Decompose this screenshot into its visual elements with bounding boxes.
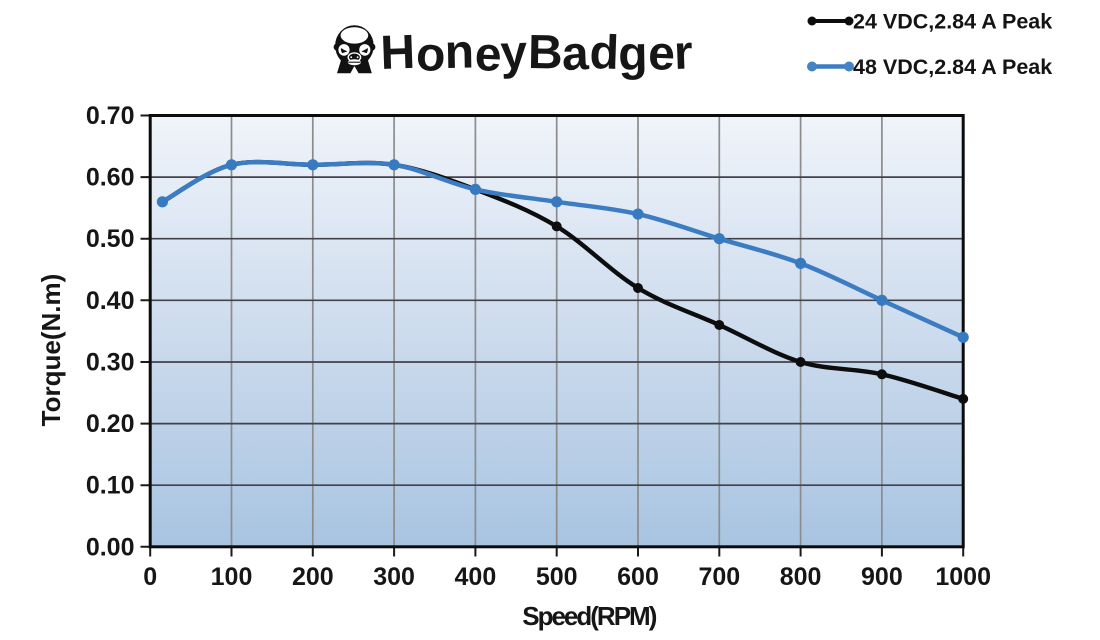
svg-text:400: 400 (455, 563, 497, 591)
svg-text:100: 100 (211, 563, 253, 591)
svg-text:Speed(RPM): Speed(RPM) (522, 601, 656, 631)
svg-text:Torque(N.m): Torque(N.m) (36, 274, 66, 427)
svg-text:300: 300 (373, 563, 415, 591)
svg-text:0.10: 0.10 (86, 472, 135, 500)
svg-text:0.70: 0.70 (86, 102, 135, 130)
svg-text:0.30: 0.30 (86, 349, 135, 377)
svg-text:200: 200 (292, 563, 334, 591)
svg-text:1000: 1000 (935, 563, 991, 591)
svg-text:24 VDC,2.84 A Peak: 24 VDC,2.84 A Peak (853, 10, 1052, 34)
svg-text:0.50: 0.50 (86, 225, 135, 253)
svg-text:0.60: 0.60 (86, 164, 135, 192)
svg-text:HoneyBadger: HoneyBadger (380, 25, 694, 82)
svg-text:800: 800 (780, 563, 822, 591)
svg-text:600: 600 (617, 563, 659, 591)
svg-text:700: 700 (698, 563, 740, 591)
svg-text:0.00: 0.00 (86, 533, 135, 561)
svg-text:0.40: 0.40 (86, 287, 135, 315)
svg-text:0.20: 0.20 (86, 410, 135, 438)
svg-text:900: 900 (861, 563, 903, 591)
svg-text:500: 500 (536, 563, 578, 591)
svg-text:0: 0 (143, 563, 157, 591)
svg-text:48 VDC,2.84 A Peak: 48 VDC,2.84 A Peak (853, 55, 1052, 79)
